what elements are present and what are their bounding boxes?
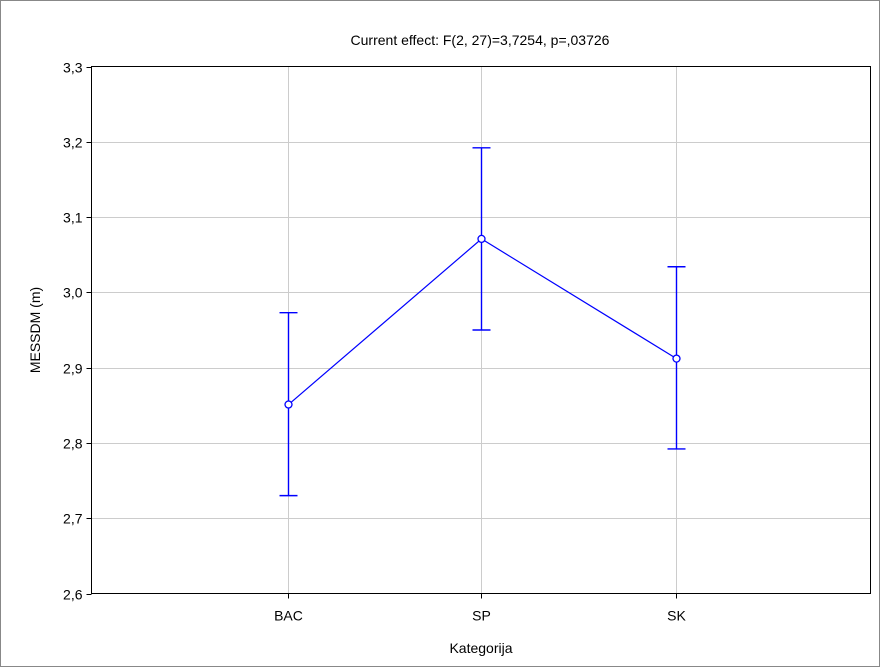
ticks-layer: 2,6 2,7 2,8 2,9 3,0 3,1 3,2 3,3 BAC SP SK <box>63 60 686 624</box>
data-point <box>477 234 486 244</box>
y-tick-label: 3,0 <box>63 285 83 301</box>
y-tick-label: 2,7 <box>63 511 83 527</box>
x-tick-label: BAC <box>274 608 303 624</box>
x-axis-label: Kategorija <box>449 640 512 656</box>
data-point <box>672 354 681 363</box>
y-axis-label: MESSDM (m) <box>27 287 43 373</box>
data-point <box>284 400 293 409</box>
y-tick-label: 3,1 <box>63 210 83 226</box>
chart-title: Current effect: F(2, 27)=3,7254, p=,0372… <box>351 32 610 48</box>
y-tick-label: 2,8 <box>63 436 83 452</box>
x-tick-label: SP <box>472 608 491 624</box>
y-tick-label: 2,6 <box>63 587 83 603</box>
y-tick-label: 2,9 <box>63 361 83 377</box>
x-tick-label: SK <box>667 608 686 624</box>
y-tick-label: 3,2 <box>63 135 83 151</box>
y-tick-label: 3,3 <box>63 60 83 76</box>
series-layer <box>279 147 686 497</box>
